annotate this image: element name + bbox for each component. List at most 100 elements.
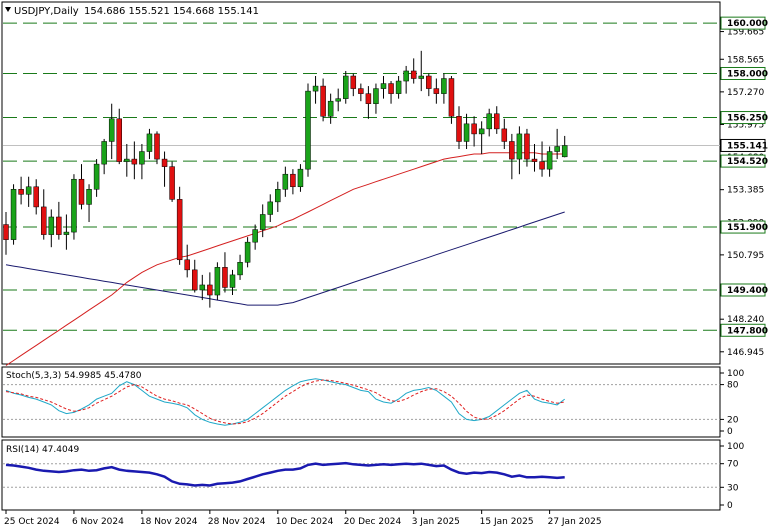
candle-body [244,241,251,263]
candle-body [192,269,198,291]
level-price-label: 149.400 [727,286,768,296]
rsi-line [5,461,565,487]
current-price-box [720,138,766,152]
candle-body [3,224,9,240]
price-tick-label: 150.795 [727,251,764,261]
candle-body [131,158,138,165]
candle-body [561,145,568,158]
candle-body [471,123,477,135]
rsi-tick-label: 70 [727,460,739,470]
stoch-tick-label: 20 [727,415,739,425]
price-panel-frame [1,1,721,365]
candle-body [184,259,190,271]
candle-body [176,199,183,261]
stoch-panel-frame [1,366,721,438]
candle-body [350,75,357,89]
date-tick-label: 3 Jan 2025 [412,517,460,527]
candle-body [546,151,553,170]
candle-body [237,262,243,276]
price-tick-label: 155.975 [727,120,764,130]
stoch-k-line [5,378,566,426]
candle-body [380,83,387,89]
candle-body [93,163,100,190]
chart-title: USDJPY,Daily [14,6,79,17]
level-price-box [720,16,766,30]
stoch-d-line [5,379,565,425]
candle-body [426,75,432,89]
level-price-box [720,323,766,337]
candle-body [478,128,485,135]
candle-body [373,88,379,104]
level-price-box [720,220,766,234]
date-tick-label: 25 Oct 2024 [4,517,60,527]
price-tick-label: 146.945 [727,348,764,358]
level-price-box [720,111,766,125]
candle-body [358,88,364,94]
candle-body [320,85,326,117]
ma-navy-line [5,211,565,306]
candle-body [63,231,70,235]
candle-body [486,113,492,130]
rsi-label: RSI(14) 47.4049 [6,445,79,455]
candle-body [456,116,462,142]
candle-body [101,141,107,165]
candle-body [41,206,47,235]
stoch-tick-label: 0 [727,427,733,437]
date-tick-label: 18 Nov 2024 [140,517,198,527]
candle-body [327,100,334,117]
candle-body [403,70,409,82]
rsi-panel-frame [1,439,721,511]
candle-body [524,133,530,160]
price-tick-label: 157.270 [727,88,764,98]
candle-body [25,186,32,195]
candle-body [305,90,311,170]
stoch-tick-label: 100 [727,369,744,379]
candle-body [335,98,341,102]
candle-body [388,83,394,94]
candle-body [516,133,523,160]
candle-body [395,80,402,94]
date-tick-label: 20 Dec 2024 [344,517,402,527]
candle-body [229,274,236,288]
stoch-series-layer [3,378,720,426]
candle-body [33,186,39,208]
rsi-series-layer [3,461,720,488]
candle-body [56,216,62,235]
candle-body [418,75,424,79]
candle-body [71,178,77,233]
candle-body [146,133,153,152]
level-price-label: 156.250 [727,114,768,124]
candle-body [494,113,500,130]
candle-body [108,118,115,142]
level-price-label: 147.800 [727,326,768,336]
candle-body [199,284,206,291]
level-price-box [720,154,766,168]
date-tick-label: 15 Jan 2025 [480,517,534,527]
date-tick-label: 6 Nov 2024 [72,517,124,527]
candle-body [267,201,273,215]
price-tick-label: 148.240 [727,315,764,325]
candle-body [18,189,24,195]
date-tick-label: 28 Nov 2024 [208,517,266,527]
candle-body [78,178,85,205]
rsi-tick-label: 30 [727,483,739,493]
price-tick-label: 158.565 [727,55,764,65]
candle-body [410,70,417,79]
candle-body [222,267,228,288]
stoch-tick-label: 80 [727,381,739,391]
rsi-tick-label: 0 [727,501,733,511]
candle-body [207,284,213,296]
candle-body [554,146,560,152]
collapse-arrow-icon[interactable] [5,7,11,12]
level-price-box [720,66,766,80]
price-series-layer [3,22,720,366]
ohlc-readout: 154.686 155.521 154.668 155.141 [84,6,259,17]
candle-body [86,189,92,205]
level-price-label: 154.520 [727,157,768,167]
candle-body [214,267,221,296]
rsi-tick-label: 100 [727,442,744,452]
candle-body [154,133,160,160]
candle-body [124,158,130,162]
candle-body [169,166,175,200]
